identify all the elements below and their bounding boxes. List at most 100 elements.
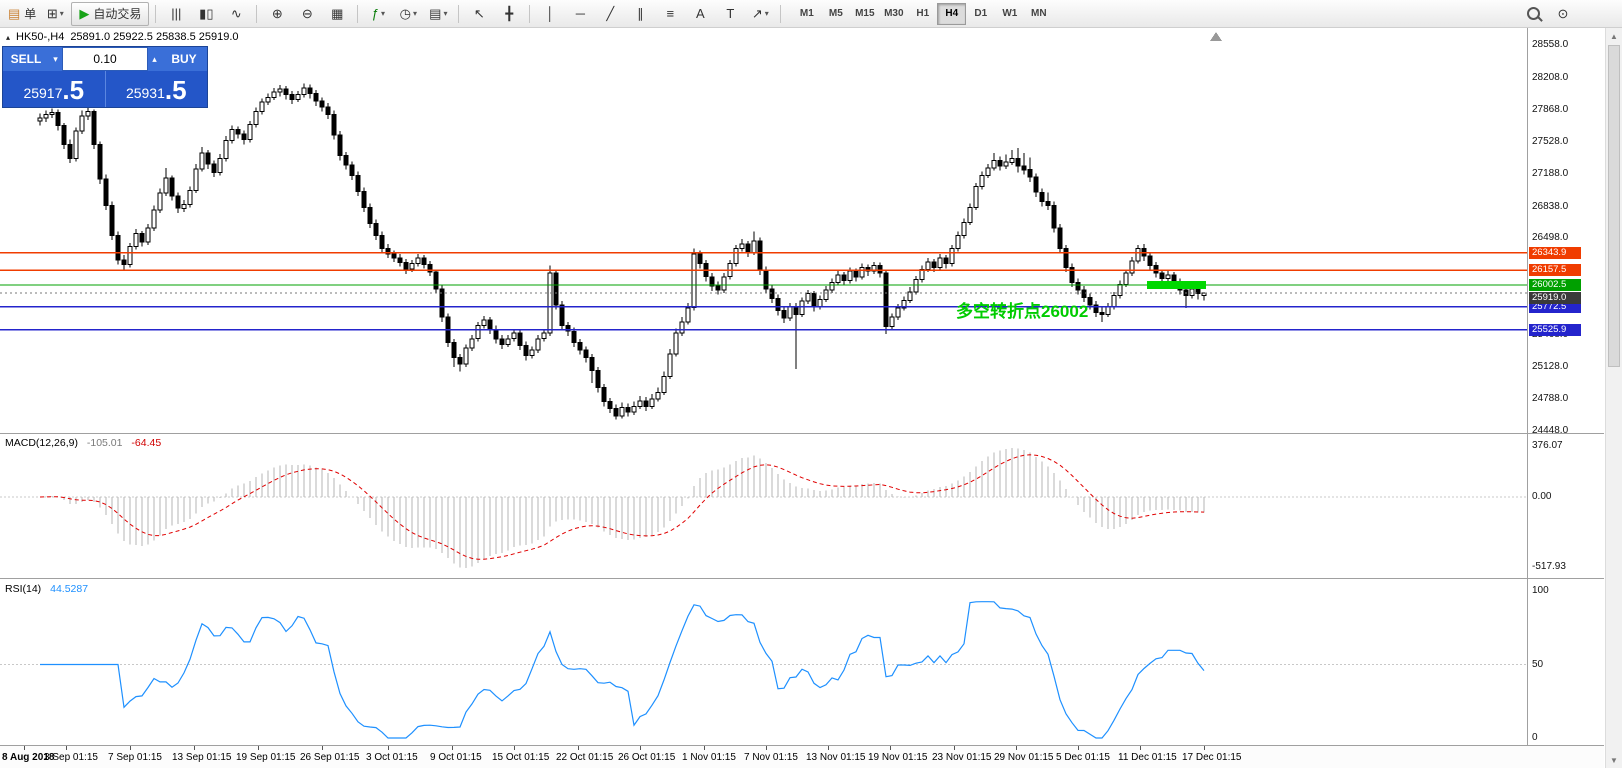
line-chart-button[interactable]: ∿ (222, 3, 250, 25)
templates-icon: ▤ (429, 6, 442, 21)
price-tag: 25525.9 (1529, 324, 1581, 336)
vertical-line-icon: │ (546, 6, 555, 21)
toolbar-separator (780, 4, 782, 23)
time-tick (828, 746, 829, 750)
time-tick (954, 746, 955, 750)
toolbar-left-group: ▤ 单 ⊞ ▾ ▶ 自动交易 ||| ▮▯ ∿ ⊕ ⊖ ▦ ƒ ▾ ◷ ▾ ▤ ▾ ↖ ╋ │ ─ ╱ ∥ ≡ A T ↗ ▾ (4, 1, 786, 26)
macd-axis-label: 376.07 (1532, 440, 1563, 451)
cursor-icon: ↖ (473, 6, 485, 21)
timeframe-m5-button[interactable]: M5 (828, 8, 843, 19)
rsi-axis-label: 100 (1532, 585, 1549, 596)
buy-price-main: 25931 (125, 85, 165, 101)
bars-chart-button[interactable]: ||| (162, 3, 190, 25)
chevron-down-icon: ▾ (764, 9, 769, 18)
vertical-line-button[interactable]: │ (536, 3, 564, 25)
buy-button[interactable]: BUY (171, 52, 197, 66)
time-axis-label: 8 Aug 2018 (2, 752, 55, 763)
timeframe-m30-button[interactable]: M30 (884, 8, 904, 19)
time-tick (1140, 746, 1141, 750)
crosshair-icon: ╋ (505, 6, 514, 21)
volume-increase-button[interactable]: ▴ (152, 53, 157, 64)
scroll-up-button[interactable]: ▲ (1610, 31, 1618, 41)
toolbar-separator (357, 4, 359, 23)
search-icon[interactable] (1519, 3, 1547, 25)
price-tag: 25772.5 (1529, 301, 1581, 313)
indicators-button[interactable]: ƒ ▾ (364, 3, 392, 25)
price-axis-label: 28208.0 (1532, 72, 1569, 83)
vertical-scrollbar[interactable]: ▲ ▼ (1605, 28, 1622, 768)
periods-icon: ◷ (399, 6, 411, 21)
price-axis-label: 26838.0 (1532, 201, 1569, 212)
text-button[interactable]: A (686, 3, 714, 25)
community-icon[interactable]: ⊙ (1549, 3, 1577, 25)
cursor-button[interactable]: ↖ (465, 3, 493, 25)
toolbar-right-group: ⊙ (1518, 3, 1578, 25)
sell-button[interactable]: SELL (10, 52, 42, 66)
candles-chart-icon: ▮▯ (199, 6, 214, 21)
horizontal-line-icon: ─ (575, 6, 585, 21)
horizontal-line-button[interactable]: ─ (566, 3, 594, 25)
rsi-axis-label: 50 (1532, 659, 1544, 670)
time-axis-label: 13 Sep 01:15 (172, 752, 232, 763)
time-axis-label: 5 Dec 01:15 (1056, 752, 1110, 763)
time-tick (766, 746, 767, 750)
chart-annotation-text: 多空转折点26002 (956, 302, 1089, 321)
timeframe-m1-button[interactable]: M1 (799, 8, 814, 19)
time-tick (1204, 746, 1205, 750)
time-axis[interactable]: 8 Aug 2018 3 Sep 01:15 7 Sep 01:15 13 Sep 0… (0, 746, 1604, 768)
time-axis-label: 26 Sep 01:15 (300, 752, 360, 763)
buy-price[interactable]: 25931 .5 (104, 71, 208, 107)
autotrade-button[interactable]: ▶ 自动交易 (71, 1, 150, 26)
tile-windows-button[interactable]: ▦ (323, 3, 351, 25)
time-axis-label: 17 Dec 01:15 (1182, 752, 1242, 763)
shapes-button[interactable]: ↗ ▾ (746, 3, 774, 25)
sell-price-pips: .5 (62, 75, 85, 105)
zoom-out-button[interactable]: ⊖ (293, 3, 321, 25)
new-order-button[interactable]: ▤ 单 (5, 3, 39, 25)
price-tag: 26157.5 (1529, 264, 1581, 276)
macd-indicator-header: MACD(12,26,9) -105.01 -64.45 (5, 437, 161, 449)
time-axis-label: 11 Dec 01:15 (1118, 752, 1177, 763)
trendline-button[interactable]: ╱ (596, 3, 624, 25)
time-tick (322, 746, 323, 750)
scroll-down-button[interactable]: ▼ (1610, 755, 1618, 765)
timeframe-h1-button[interactable]: H1 (916, 8, 930, 19)
volume-decrease-button[interactable]: ▾ (53, 53, 58, 64)
price-axis-label: 28558.0 (1532, 39, 1569, 50)
crosshair-button[interactable]: ╋ (495, 3, 523, 25)
sell-price-main: 25917 (23, 85, 63, 101)
periods-button[interactable]: ◷ ▾ (394, 3, 422, 25)
timeframe-h4-button[interactable]: H4 (937, 2, 967, 25)
bars-chart-icon: ||| (171, 6, 182, 21)
label-button[interactable]: T (716, 3, 744, 25)
zoom-in-button[interactable]: ⊕ (263, 3, 291, 25)
shapes-icon: ↗ (751, 6, 763, 21)
macd-main-value: -105.01 (86, 437, 123, 449)
time-tick (514, 746, 515, 750)
channel-button[interactable]: ∥ (626, 3, 654, 25)
sell-price[interactable]: 25917 .5 (3, 71, 105, 107)
new-chart-icon: ⊞ (46, 6, 58, 21)
fibonacci-button[interactable]: ≡ (656, 3, 684, 25)
scroll-thumb[interactable] (1608, 45, 1620, 367)
chart-title: ▴ HK50-,H4 25891.0 25922.5 25838.5 25919… (6, 31, 239, 43)
time-tick (24, 746, 25, 750)
candles-chart-button[interactable]: ▮▯ (192, 3, 220, 25)
price-axis-label: 24448.0 (1532, 425, 1569, 436)
new-chart-button[interactable]: ⊞ ▾ (41, 3, 69, 25)
volume-input[interactable]: 0.10 (62, 47, 148, 71)
timeframe-w1-button[interactable]: W1 (1002, 8, 1018, 19)
templates-button[interactable]: ▤ ▾ (424, 3, 452, 25)
timeframe-mn-button[interactable]: MN (1031, 8, 1047, 19)
price-axis-label: 25128.0 (1532, 361, 1569, 372)
time-axis-label: 3 Oct 01:15 (366, 752, 418, 763)
time-axis-label: 29 Nov 01:15 (994, 752, 1054, 763)
price-axis[interactable]: 28558.0 28208.0 27868.0 27528.0 27188.0 26838… (1528, 0, 1604, 768)
search-icon (1526, 7, 1540, 20)
timeframe-d1-button[interactable]: D1 (974, 8, 988, 19)
macd-axis-label: 0.00 (1532, 491, 1552, 502)
timeframe-m15-button[interactable]: M15 (855, 8, 875, 19)
time-axis-label: 26 Oct 01:15 (618, 752, 676, 763)
